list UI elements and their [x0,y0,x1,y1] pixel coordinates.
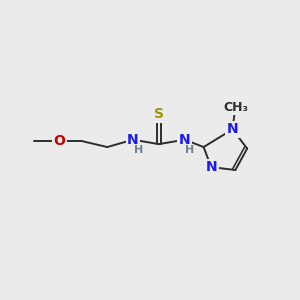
Text: N: N [179,133,190,147]
Text: CH₃: CH₃ [223,101,248,114]
Text: O: O [53,134,65,148]
Text: N: N [226,122,238,136]
Text: S: S [154,107,164,121]
Text: N: N [206,160,217,174]
Text: N: N [127,133,139,147]
Text: H: H [134,145,143,155]
Text: H: H [185,145,195,155]
